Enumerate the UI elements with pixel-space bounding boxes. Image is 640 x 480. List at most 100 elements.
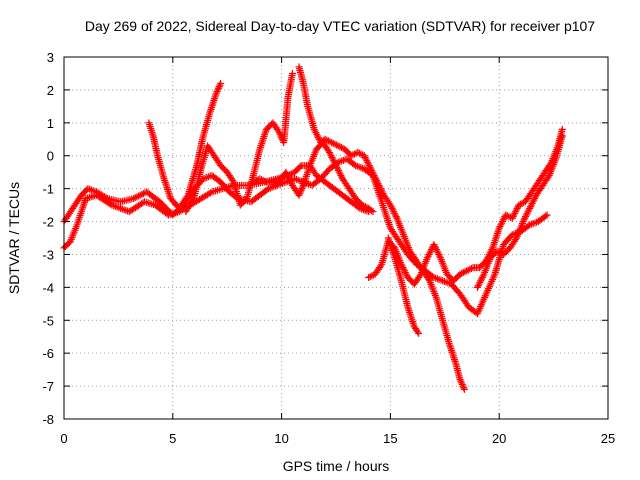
- data-point: [414, 328, 422, 336]
- y-tick-label: -3: [42, 247, 54, 262]
- y-axis-title: SDTVAR / TECUs: [6, 182, 22, 294]
- data-point: [461, 268, 469, 276]
- data-point: [349, 151, 357, 159]
- data-point: [312, 129, 320, 137]
- data-point: [558, 125, 566, 133]
- data-point: [390, 209, 398, 217]
- data-point: [479, 272, 487, 280]
- data-point: [392, 213, 400, 221]
- data-point: [296, 190, 304, 198]
- data-point: [387, 203, 395, 211]
- data-point: [529, 198, 537, 206]
- data-point: [261, 177, 269, 185]
- data-point: [284, 171, 292, 179]
- data-point: [495, 224, 503, 232]
- data-point: [355, 149, 363, 157]
- data-point: [467, 264, 475, 272]
- data-point: [370, 171, 378, 179]
- data-point: [326, 138, 334, 146]
- data-point: [313, 130, 321, 138]
- data-point: [525, 206, 533, 214]
- data-point: [314, 132, 322, 140]
- data-point: [296, 188, 304, 196]
- data-point: [350, 150, 358, 158]
- data-point: [542, 212, 550, 220]
- data-point: [347, 152, 355, 160]
- data-point: [329, 139, 337, 147]
- data-point: [508, 214, 516, 222]
- data-point: [311, 127, 319, 135]
- data-point: [519, 218, 527, 226]
- data-point: [495, 248, 503, 256]
- x-tick-label: 0: [60, 431, 67, 446]
- data-point: [493, 247, 501, 255]
- data-point: [298, 185, 306, 193]
- data-point: [401, 269, 409, 277]
- data-point: [526, 204, 534, 212]
- data-point: [321, 135, 329, 143]
- data-point: [460, 385, 468, 393]
- data-point: [325, 148, 333, 156]
- data-point: [229, 176, 237, 184]
- data-point: [512, 206, 520, 214]
- data-point: [133, 193, 141, 201]
- data-point: [515, 201, 523, 209]
- data-point: [131, 194, 139, 202]
- data-point: [433, 247, 441, 255]
- data-point: [365, 162, 373, 170]
- data-point: [337, 171, 345, 179]
- data-point: [377, 186, 385, 194]
- data-point: [366, 273, 374, 281]
- data-point: [216, 81, 224, 89]
- data-point: [217, 79, 225, 87]
- data-point: [528, 199, 536, 207]
- data-point: [367, 165, 375, 173]
- data-point: [477, 277, 485, 285]
- data-point: [334, 142, 342, 150]
- data-point: [138, 190, 146, 198]
- data-point: [215, 83, 223, 91]
- data-point: [402, 270, 410, 278]
- data-point: [503, 212, 511, 220]
- data-point: [510, 211, 518, 219]
- data-point: [458, 269, 466, 277]
- data-point: [333, 141, 341, 149]
- data-point: [358, 201, 366, 209]
- data-point: [190, 193, 198, 201]
- data-point: [130, 195, 138, 203]
- data-point: [377, 185, 385, 193]
- data-point: [520, 216, 528, 224]
- data-point: [299, 183, 307, 191]
- data-point: [457, 379, 465, 387]
- data-point: [288, 69, 296, 77]
- data-point: [331, 140, 339, 148]
- data-point: [436, 252, 444, 260]
- x-tick-label: 10: [274, 431, 288, 446]
- data-point: [488, 246, 496, 254]
- x-tick-label: 25: [601, 431, 615, 446]
- data-point: [499, 216, 507, 224]
- x-tick-label: 20: [492, 431, 506, 446]
- data-point: [497, 221, 505, 229]
- data-point: [368, 207, 376, 215]
- plot-frame: [63, 56, 609, 420]
- y-tick-label: -6: [42, 346, 54, 361]
- data-point: [389, 206, 397, 214]
- data-point: [284, 173, 292, 181]
- data-point: [522, 213, 530, 221]
- data-point: [391, 211, 399, 219]
- data-point: [330, 158, 338, 166]
- data-point: [388, 204, 396, 212]
- data-point: [522, 211, 530, 219]
- series-track-4: [182, 69, 296, 216]
- data-point: [386, 201, 394, 209]
- data-point: [431, 242, 439, 250]
- data-point: [323, 136, 331, 144]
- data-point: [102, 194, 110, 202]
- data-point: [511, 209, 519, 217]
- data-point: [424, 252, 432, 260]
- data-point: [283, 170, 291, 178]
- data-point: [377, 262, 385, 270]
- data-point: [397, 260, 405, 268]
- data-point: [324, 137, 332, 145]
